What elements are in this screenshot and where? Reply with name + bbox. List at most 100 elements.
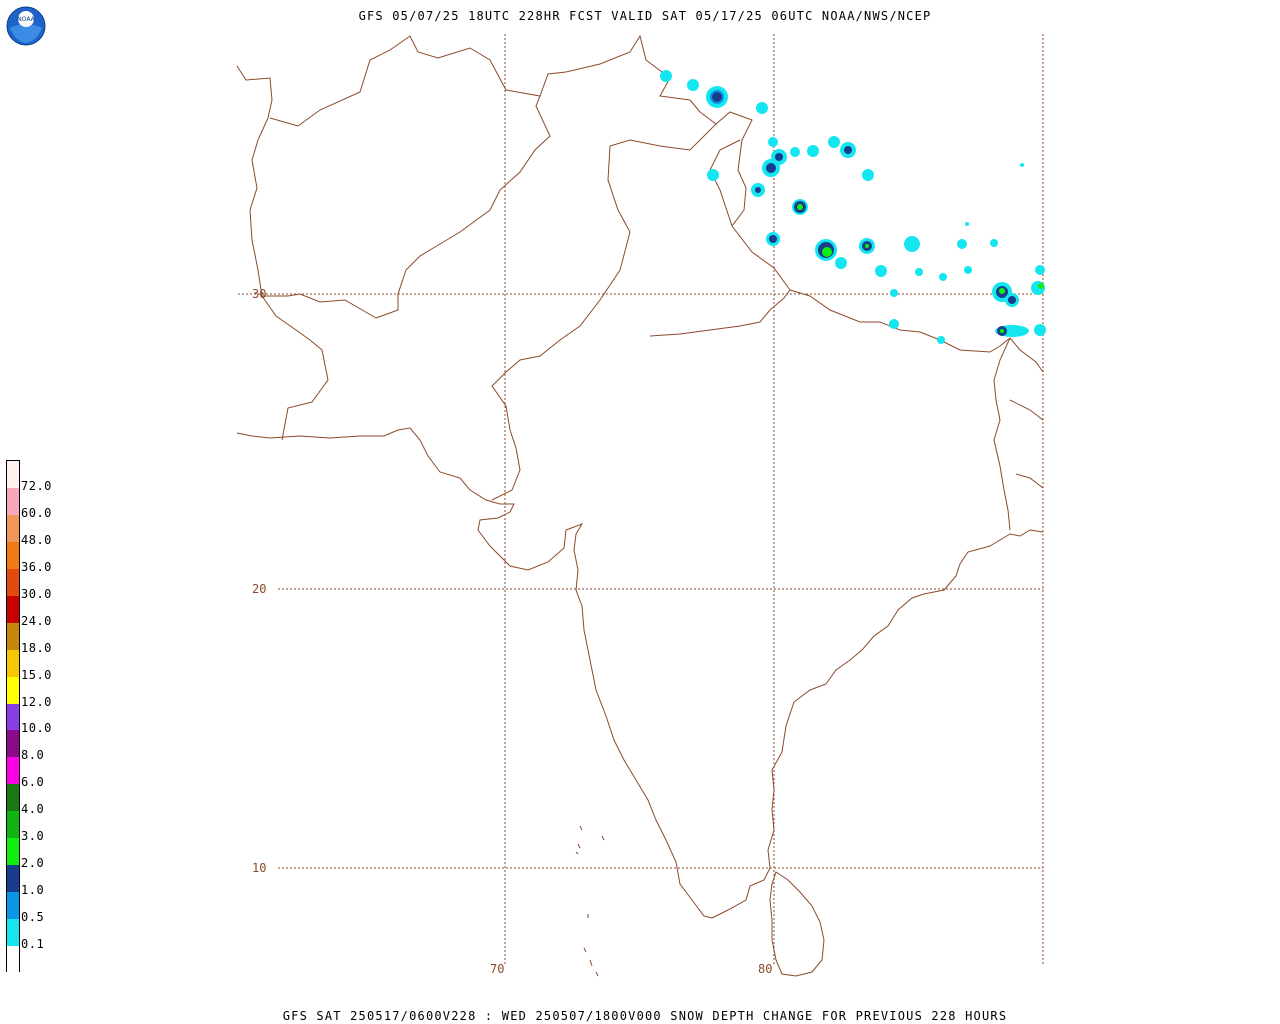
snow-patch: [965, 222, 969, 226]
legend-swatch: [7, 865, 19, 893]
political-boundaries: [236, 34, 1044, 977]
snow-patch: [964, 266, 972, 274]
snow-patch: [1020, 163, 1024, 167]
central-asia-border: [269, 34, 701, 127]
legend-swatch: [7, 757, 19, 785]
legend-label: 10.0: [21, 721, 52, 736]
logo-text: NOAA: [17, 16, 35, 23]
lon-label-80: 80: [758, 962, 772, 976]
snow-patch: [990, 239, 998, 247]
snow-depth-patches: [660, 70, 1046, 344]
snow-patch: [1008, 296, 1016, 304]
east-india-borders: [993, 337, 1044, 531]
snow-patch: [769, 235, 777, 243]
legend-label: 3.0: [21, 829, 45, 844]
legend-label: 30.0: [21, 586, 52, 601]
snow-patch: [828, 136, 840, 148]
maldives-islands: [575, 825, 605, 977]
snow-patch: [712, 92, 722, 102]
legend-swatch: [7, 622, 19, 651]
snow-patch: [807, 145, 819, 157]
afghanistan-north-border: [236, 65, 273, 297]
snow-patch: [707, 169, 719, 181]
afghanistan-pakistan-border: [262, 95, 551, 319]
legend-label: 0.5: [21, 910, 45, 925]
iran-pakistan-border: [261, 295, 329, 441]
legend-swatch: [7, 784, 19, 812]
color-legend: [6, 460, 20, 974]
kashmir-loc: [609, 123, 741, 227]
legend-swatch: [7, 838, 19, 866]
west-coast: [236, 427, 713, 919]
snow-patch: [957, 239, 967, 249]
east-coast: [711, 529, 1044, 919]
graticule: [238, 34, 1044, 965]
nepal-border: [789, 289, 1011, 353]
snow-patch: [1035, 265, 1045, 275]
legend-swatch: [7, 461, 19, 489]
pakistan-india-border: [491, 111, 791, 501]
noaa-logo: NOAA: [6, 6, 46, 46]
lon-label-70: 70: [490, 962, 504, 976]
legend-label: 15.0: [21, 667, 52, 682]
snow-patch: [687, 79, 699, 91]
legend-swatch: [7, 946, 19, 974]
snow-patch: [660, 70, 672, 82]
legend-label: 72.0: [21, 478, 52, 493]
snow-patch: [756, 102, 768, 114]
snow-patch: [768, 137, 778, 147]
legend-label: 0.1: [21, 937, 45, 952]
legend-label: 2.0: [21, 856, 45, 871]
legend-swatch: [7, 649, 19, 678]
legend-label: 36.0: [21, 559, 52, 574]
snow-patch: [889, 319, 899, 329]
lat-label-20: 20: [252, 582, 266, 596]
snow-patch: [1034, 324, 1046, 336]
snow-patch: [915, 268, 923, 276]
snow-patch: [844, 146, 852, 154]
snow-patch: [890, 289, 898, 297]
legend-label: 1.0: [21, 883, 45, 898]
chart-title: GFS 05/07/25 18UTC 228HR FCST VALID SAT …: [358, 9, 932, 23]
legend-swatch: [7, 892, 19, 920]
snow-patch: [862, 169, 874, 181]
legend-swatch: [7, 730, 19, 758]
axis-labels: 30 20 10 70 80: [252, 287, 772, 976]
legend-label: 60.0: [21, 505, 52, 520]
legend-swatch: [7, 514, 19, 543]
snow-patch: [775, 153, 783, 161]
snow-patch: [755, 187, 761, 193]
legend-swatch: [7, 676, 19, 705]
legend-label: 24.0: [21, 613, 52, 628]
legend-label: 4.0: [21, 802, 45, 817]
snow-patch: [875, 265, 887, 277]
snow-patch: [937, 336, 945, 344]
lat-label-10: 10: [252, 861, 266, 875]
legend-swatch: [7, 703, 19, 731]
snow-patch: [1038, 283, 1044, 289]
snow-patch: [904, 236, 920, 252]
snow-patch: [1000, 329, 1004, 333]
legend-swatch: [7, 487, 19, 516]
chart-footer: GFS SAT 250517/0600V228 : WED 250507/180…: [282, 1009, 1008, 1023]
legend-swatch: [7, 811, 19, 839]
legend-label: 48.0: [21, 532, 52, 547]
snow-patch: [790, 147, 800, 157]
legend-swatch: [7, 919, 19, 947]
legend-label: 6.0: [21, 775, 45, 790]
snow-patch: [822, 247, 832, 257]
legend-label: 8.0: [21, 748, 45, 763]
snow-patch: [939, 273, 947, 281]
snow-patch: [766, 163, 776, 173]
legend-label: 18.0: [21, 640, 52, 655]
legend-swatch: [7, 568, 19, 597]
lat-label-30: 30: [252, 287, 266, 301]
legend-swatch: [7, 595, 19, 624]
snow-patch: [865, 244, 869, 248]
legend-label: 12.0: [21, 694, 52, 709]
snow-patch: [999, 288, 1005, 294]
legend-swatch: [7, 541, 19, 570]
sri-lanka-coast: [769, 871, 825, 977]
